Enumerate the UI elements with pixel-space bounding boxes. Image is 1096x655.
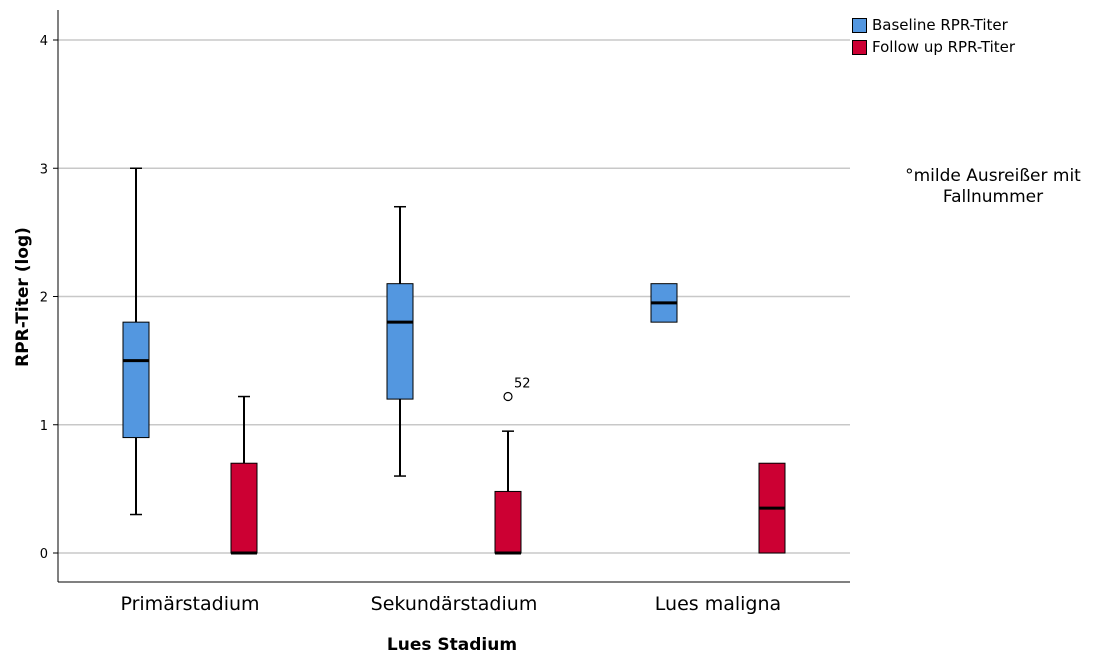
- grid-lines: [58, 39, 850, 554]
- boxes: 52: [122, 167, 786, 555]
- outlier-note-line-2: Fallnummer: [942, 187, 1044, 207]
- axes: [53, 10, 850, 583]
- legend-item-baseline: Baseline RPR-Titer: [852, 14, 1015, 36]
- box-baseline: [386, 205, 414, 477]
- x-category-label: Lues maligna: [655, 593, 781, 615]
- y-tick-label: 3: [40, 162, 48, 177]
- legend-label-baseline: Baseline RPR-Titer: [872, 16, 1008, 34]
- box-body: [494, 490, 522, 554]
- x-category-labels: Primärstadium Sekundärstadium Lues maligna: [120, 593, 781, 615]
- outlier-label: 52: [514, 377, 531, 392]
- outlier-note-line-1: °milde Ausreißer mit: [905, 166, 1081, 186]
- outlier-note: °milde Ausreißer mit Fallnummer: [878, 166, 1096, 208]
- legend: Baseline RPR-Titer Follow up RPR-Titer: [852, 14, 1015, 58]
- y-tick-label: 2: [40, 291, 48, 306]
- x-category-label: Sekundärstadium: [371, 593, 538, 615]
- y-tick-label: 4: [40, 34, 48, 49]
- y-tick-labels: 0 1 2 3 4: [40, 34, 48, 562]
- box-body: [230, 462, 258, 554]
- legend-item-follow-up: Follow up RPR-Titer: [852, 36, 1015, 58]
- legend-swatch-follow-up: [852, 39, 867, 55]
- legend-label-follow-up: Follow up RPR-Titer: [872, 38, 1016, 56]
- box-follow-up: [230, 395, 258, 555]
- y-tick-label: 1: [40, 419, 48, 434]
- y-tick-label: 0: [40, 547, 48, 562]
- box-body: [386, 283, 414, 400]
- y-axis-title: RPR-Titer (log): [13, 227, 33, 367]
- box-baseline: [650, 283, 678, 323]
- box-follow-up: 52: [494, 377, 531, 555]
- box-body: [122, 321, 150, 439]
- box-baseline: [122, 167, 150, 516]
- box-follow-up: [758, 462, 786, 554]
- x-category-label: Primärstadium: [120, 593, 259, 615]
- x-axis-title: Lues Stadium: [387, 635, 517, 655]
- outlier-point: [503, 391, 513, 402]
- legend-swatch-baseline: [852, 17, 867, 33]
